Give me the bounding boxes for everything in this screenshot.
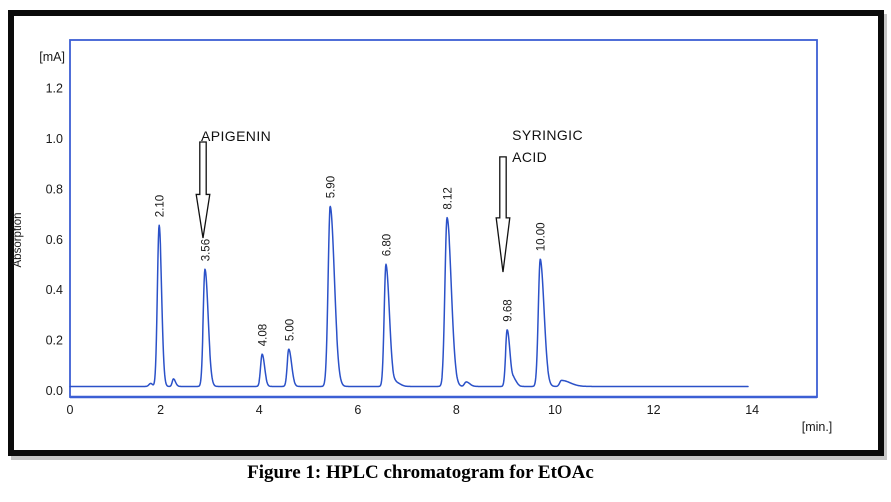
peak-label: 6.80 bbox=[381, 234, 393, 256]
y-tick-label: 0.8 bbox=[46, 182, 63, 196]
x-tick-label: 14 bbox=[745, 403, 759, 417]
x-tick-label: 10 bbox=[548, 403, 562, 417]
syringic-acid-arrow-icon bbox=[495, 156, 511, 273]
x-tick-label: 4 bbox=[256, 403, 263, 417]
y-tick-label: 1.2 bbox=[46, 82, 63, 96]
x-axis-unit-label: [min.] bbox=[802, 420, 833, 434]
syringic-acid-label: SYRINGIC bbox=[512, 127, 583, 143]
x-tick-label: 6 bbox=[354, 403, 361, 417]
y-axis-unit-label: [mA] bbox=[39, 50, 65, 64]
syringic-acid-label: ACID bbox=[512, 149, 547, 165]
peak-label: 3.56 bbox=[200, 239, 212, 261]
x-tick-label: 8 bbox=[453, 403, 460, 417]
y-tick-label: 0.6 bbox=[46, 233, 63, 247]
y-tick-label: 1.0 bbox=[46, 132, 63, 146]
apigenin-arrow-icon bbox=[195, 141, 211, 239]
peak-label: 5.00 bbox=[284, 319, 296, 341]
y-tick-label: 0.4 bbox=[46, 283, 63, 297]
peak-label: 2.10 bbox=[155, 195, 167, 217]
peak-label: 4.08 bbox=[258, 324, 270, 346]
apigenin-label: APIGENIN bbox=[201, 128, 271, 144]
peak-label: 5.90 bbox=[326, 176, 338, 198]
x-tick-label: 2 bbox=[157, 403, 164, 417]
y-axis-title: Absorption bbox=[12, 213, 24, 268]
y-tick-label: 0.0 bbox=[46, 384, 63, 398]
y-tick-label: 0.2 bbox=[46, 334, 63, 348]
x-tick-label: 0 bbox=[67, 403, 74, 417]
peak-label: 8.12 bbox=[443, 187, 455, 209]
peak-label: 9.68 bbox=[503, 299, 515, 321]
x-tick-label: 12 bbox=[647, 403, 661, 417]
figure-caption: Figure 1: HPLC chromatogram for EtOAc bbox=[247, 462, 594, 483]
peak-label: 10.00 bbox=[536, 222, 548, 251]
chromatogram-trace bbox=[69, 205, 749, 388]
